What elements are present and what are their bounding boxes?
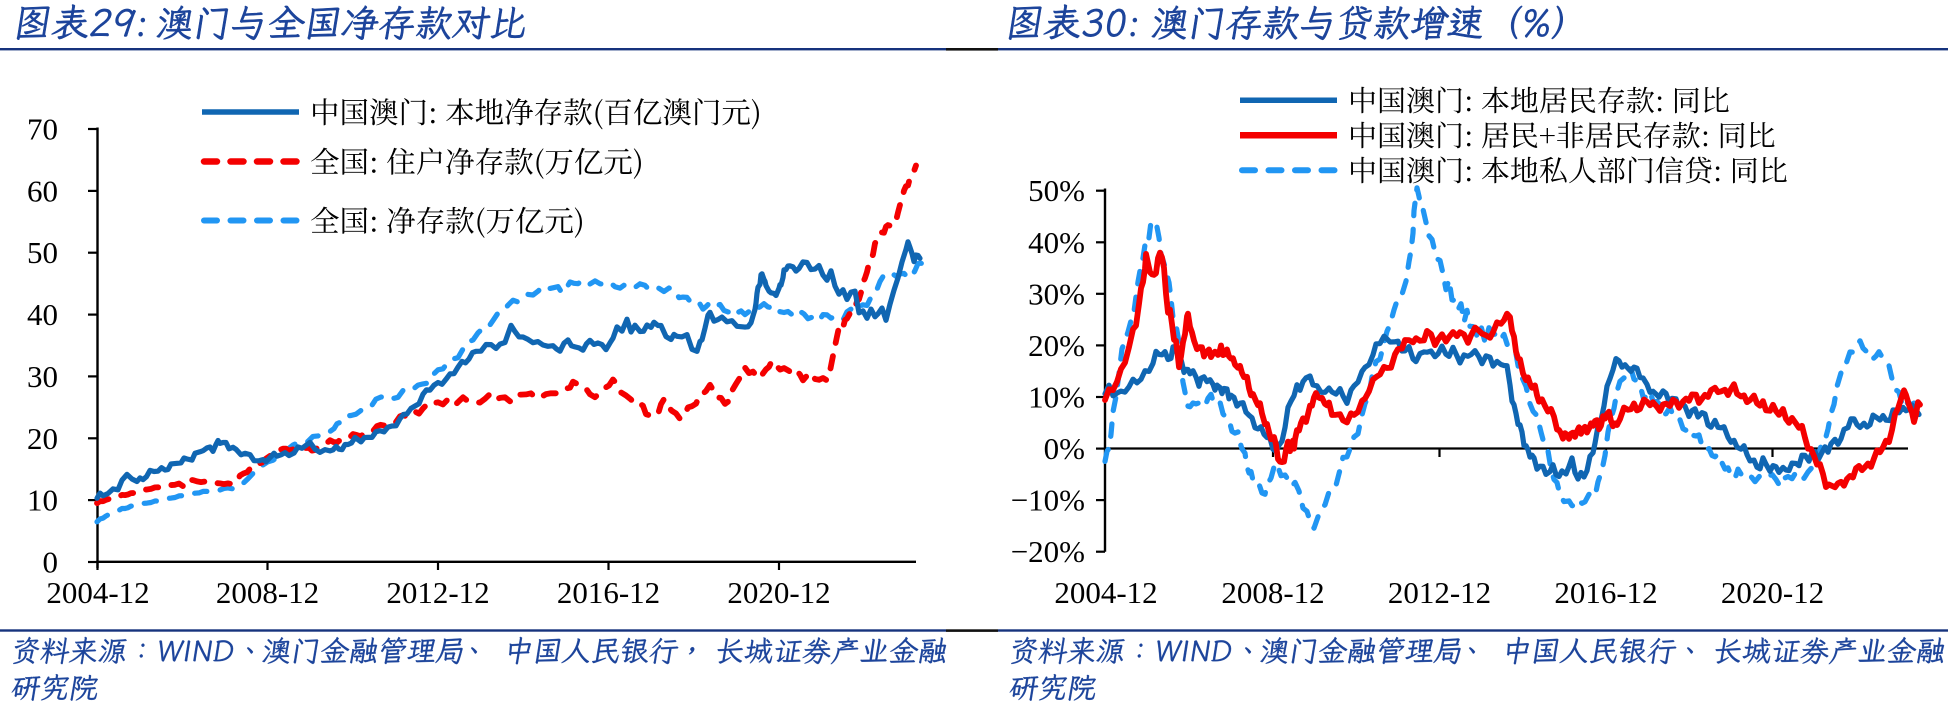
svg-text:50: 50 [27,235,58,270]
svg-text:30: 30 [27,359,58,394]
svg-text:2008-12: 2008-12 [216,575,319,610]
svg-text:0%: 0% [1044,431,1085,466]
svg-text:2016-12: 2016-12 [1554,575,1657,610]
svg-text:2012-12: 2012-12 [386,575,489,610]
svg-text:2008-12: 2008-12 [1221,575,1324,610]
svg-text:70: 70 [27,112,58,147]
svg-text:40: 40 [27,297,58,332]
svg-text:20%: 20% [1028,328,1085,363]
svg-text:−10%: −10% [1011,483,1085,518]
svg-text:2020-12: 2020-12 [727,575,830,610]
svg-text:30%: 30% [1028,276,1085,311]
svg-text:60: 60 [27,173,58,208]
svg-text:2012-12: 2012-12 [1388,575,1491,610]
svg-text:0: 0 [43,545,59,580]
svg-text:2004-12: 2004-12 [1054,575,1157,610]
svg-text:50%: 50% [1028,173,1085,208]
svg-text:2004-12: 2004-12 [46,575,149,610]
svg-text:10%: 10% [1028,380,1085,415]
svg-text:40%: 40% [1028,225,1085,260]
svg-text:20: 20 [27,421,58,456]
svg-text:2020-12: 2020-12 [1721,575,1824,610]
svg-text:2016-12: 2016-12 [557,575,660,610]
svg-text:−20%: −20% [1011,534,1085,569]
svg-text:10: 10 [27,483,58,518]
